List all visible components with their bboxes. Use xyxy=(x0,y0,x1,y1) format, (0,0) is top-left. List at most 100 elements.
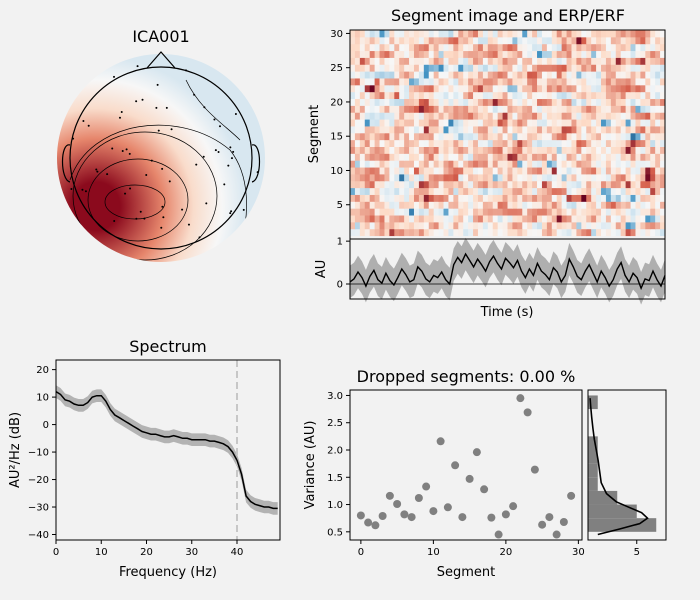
heatmap-cell xyxy=(625,180,632,189)
heatmap-cell xyxy=(428,173,435,182)
heatmap-cell xyxy=(473,91,479,100)
heatmap-cell xyxy=(581,43,587,52)
heatmap-cell xyxy=(596,112,602,120)
heatmap-cell xyxy=(350,139,356,147)
heatmap-cell xyxy=(448,112,454,120)
heatmap-cell xyxy=(610,71,617,79)
heatmap-cell xyxy=(448,77,454,86)
erp-ylabel: AU xyxy=(314,260,329,278)
heatmap-cell xyxy=(418,167,425,175)
heatmap-cell xyxy=(576,208,582,216)
heatmap-cell xyxy=(359,77,366,86)
heatmap-cell xyxy=(512,50,518,58)
heatmap-cell xyxy=(541,71,548,79)
heatmap-cell xyxy=(423,36,430,45)
heatmap-cell xyxy=(389,173,395,182)
heatmap-cell xyxy=(571,105,577,113)
heatmap-cell xyxy=(541,139,548,147)
heatmap-cell xyxy=(394,105,400,113)
heatmap-cell xyxy=(482,139,489,147)
heatmap-cell xyxy=(458,71,464,79)
heatmap-cell xyxy=(605,36,612,45)
heatmap-cell xyxy=(625,228,632,237)
heatmap-cell xyxy=(610,208,617,216)
heatmap-cell xyxy=(487,91,494,100)
heatmap-cell xyxy=(546,57,553,65)
variance-point xyxy=(429,507,438,516)
heatmap-cell xyxy=(409,167,415,175)
heatmap-cell xyxy=(625,77,632,86)
heatmap-cell xyxy=(468,146,474,154)
heatmap-cell xyxy=(448,146,454,154)
heatmap-cell xyxy=(532,146,538,154)
heatmap-cell xyxy=(640,36,646,45)
heatmap-cell xyxy=(591,112,597,120)
heatmap-cell xyxy=(418,215,425,223)
heatmap-cell xyxy=(374,77,381,86)
heatmap-cell xyxy=(399,30,405,38)
heatmap-cell xyxy=(576,71,582,79)
heatmap-cell xyxy=(655,201,661,209)
heatmap-cell xyxy=(453,201,459,209)
heatmap-cell xyxy=(576,36,582,45)
heatmap-cell xyxy=(374,160,381,168)
sensor-dot xyxy=(230,210,233,213)
heatmap-cell xyxy=(601,30,607,38)
heatmap-cell xyxy=(379,208,385,216)
heatmap-cell xyxy=(433,43,440,52)
heatmap-cell xyxy=(433,187,440,195)
heatmap-cell xyxy=(438,132,445,141)
heatmap-cell xyxy=(556,50,563,58)
heatmap-cell xyxy=(433,30,440,38)
heatmap-cell xyxy=(463,221,469,230)
heatmap-cell xyxy=(591,201,597,209)
heatmap-cell xyxy=(354,208,361,216)
heatmap-cell xyxy=(561,146,568,154)
heatmap-cell xyxy=(409,77,415,86)
heatmap-cell xyxy=(640,180,646,189)
sensor-dot xyxy=(128,152,131,155)
heatmap-cell xyxy=(532,57,538,65)
heatmap-cell xyxy=(517,173,523,182)
sensor-dot xyxy=(229,146,232,149)
heatmap-cell xyxy=(374,146,381,154)
heatmap-cell xyxy=(369,119,376,127)
heatmap-cell xyxy=(630,57,636,65)
heatmap-cell xyxy=(428,215,435,223)
heatmap-cell xyxy=(507,194,513,202)
heatmap-cell xyxy=(630,43,636,52)
heatmap-cell xyxy=(605,228,612,237)
variance-point xyxy=(378,512,387,520)
heatmap-cell xyxy=(394,167,400,175)
heatmap-cell xyxy=(640,139,646,147)
heatmap-cell xyxy=(640,201,646,209)
heatmap-cell xyxy=(512,57,518,65)
heatmap-cell xyxy=(561,112,568,120)
heatmap-cell xyxy=(532,43,538,52)
heatmap-cell xyxy=(468,91,474,100)
heatmap-cell xyxy=(413,105,420,113)
heatmap-cell xyxy=(522,221,528,230)
heatmap-cell xyxy=(546,36,553,45)
heatmap-cell xyxy=(522,50,528,58)
heatmap-cell xyxy=(502,119,508,127)
heatmap-cell xyxy=(620,119,627,127)
heatmap-cell xyxy=(418,57,425,65)
heatmap-cell xyxy=(354,139,361,147)
heatmap-cell xyxy=(551,132,558,141)
heatmap-cell xyxy=(374,139,381,147)
heatmap-cell xyxy=(532,167,538,175)
heatmap-cell xyxy=(615,160,622,168)
heatmap-cell xyxy=(438,98,445,106)
heatmap-cell xyxy=(384,153,390,161)
heatmap-cell xyxy=(482,180,489,189)
heatmap-cell xyxy=(645,57,651,65)
heatmap-cell xyxy=(433,36,440,45)
heatmap-cell xyxy=(413,64,420,72)
heatmap-cell xyxy=(492,180,499,189)
heatmap-cell xyxy=(448,160,454,168)
heatmap-cell xyxy=(635,132,641,141)
heatmap-cell xyxy=(576,84,582,93)
heatmap-cell xyxy=(443,57,449,65)
heatmap-cell xyxy=(418,71,425,79)
